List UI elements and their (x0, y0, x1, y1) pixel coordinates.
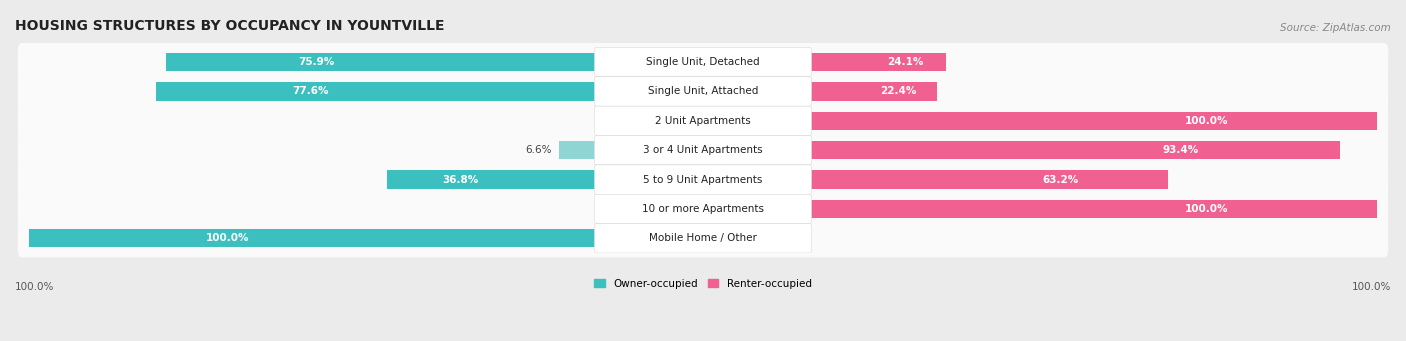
Bar (28, 229, 596, 248)
Bar (810, 200, 1378, 218)
Text: Single Unit, Detached: Single Unit, Detached (647, 57, 759, 67)
FancyBboxPatch shape (18, 72, 1388, 110)
Text: 100.0%: 100.0% (1351, 282, 1391, 292)
FancyBboxPatch shape (18, 190, 1388, 228)
Text: 6.6%: 6.6% (526, 145, 553, 155)
Text: 36.8%: 36.8% (443, 175, 478, 184)
Text: 100.0%: 100.0% (1185, 116, 1229, 126)
Text: 75.9%: 75.9% (298, 57, 335, 67)
FancyBboxPatch shape (18, 102, 1388, 140)
Bar (560, 141, 596, 159)
FancyBboxPatch shape (595, 106, 811, 135)
Text: Mobile Home / Other: Mobile Home / Other (650, 233, 756, 243)
FancyBboxPatch shape (595, 77, 811, 106)
Text: 100.0%: 100.0% (205, 233, 249, 243)
Text: 63.2%: 63.2% (1043, 175, 1078, 184)
Text: 5 to 9 Unit Apartments: 5 to 9 Unit Apartments (644, 175, 762, 184)
Legend: Owner-occupied, Renter-occupied: Owner-occupied, Renter-occupied (591, 275, 815, 293)
Text: 77.6%: 77.6% (292, 86, 329, 97)
Text: 22.4%: 22.4% (880, 86, 917, 97)
Bar (166, 53, 596, 71)
FancyBboxPatch shape (18, 161, 1388, 199)
FancyBboxPatch shape (18, 219, 1388, 257)
FancyBboxPatch shape (595, 47, 811, 77)
Text: HOUSING STRUCTURES BY OCCUPANCY IN YOUNTVILLE: HOUSING STRUCTURES BY OCCUPANCY IN YOUNT… (15, 19, 444, 33)
Bar (156, 82, 596, 101)
Text: 24.1%: 24.1% (887, 57, 924, 67)
Text: 3 or 4 Unit Apartments: 3 or 4 Unit Apartments (643, 145, 763, 155)
Bar (810, 82, 936, 101)
FancyBboxPatch shape (18, 43, 1388, 81)
Text: 100.0%: 100.0% (15, 282, 55, 292)
Text: 10 or more Apartments: 10 or more Apartments (643, 204, 763, 214)
Bar (810, 141, 1340, 159)
Text: 2 Unit Apartments: 2 Unit Apartments (655, 116, 751, 126)
Bar (810, 53, 946, 71)
FancyBboxPatch shape (18, 131, 1388, 169)
Text: 93.4%: 93.4% (1163, 145, 1199, 155)
Bar (810, 112, 1378, 130)
FancyBboxPatch shape (595, 165, 811, 194)
Text: Single Unit, Attached: Single Unit, Attached (648, 86, 758, 97)
Bar (810, 170, 1168, 189)
FancyBboxPatch shape (595, 194, 811, 224)
Text: 100.0%: 100.0% (1185, 204, 1229, 214)
FancyBboxPatch shape (595, 135, 811, 165)
Text: Source: ZipAtlas.com: Source: ZipAtlas.com (1281, 23, 1391, 33)
FancyBboxPatch shape (595, 224, 811, 253)
Bar (388, 170, 596, 189)
